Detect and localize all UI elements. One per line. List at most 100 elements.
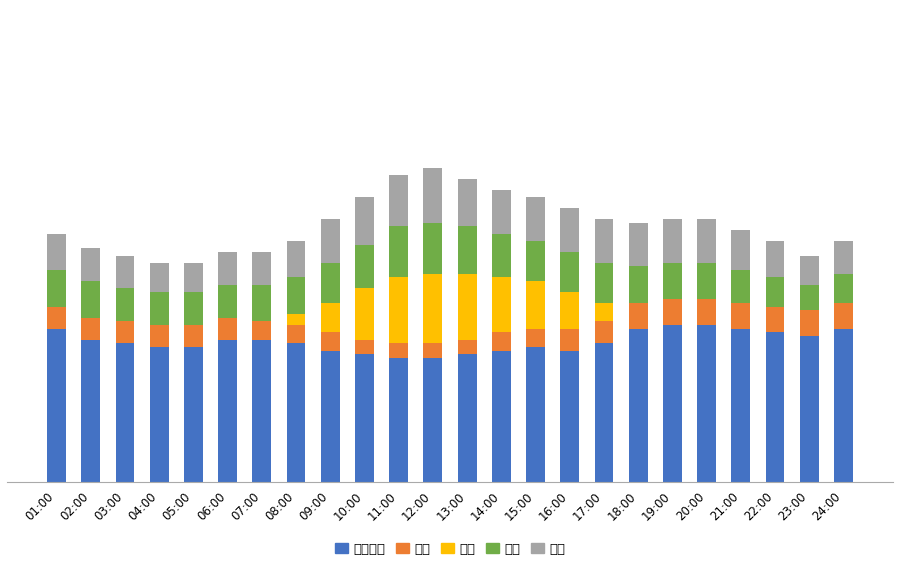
Bar — [834, 329, 853, 482]
Bar — [356, 289, 373, 340]
Bar — [81, 318, 100, 340]
Bar — [115, 289, 134, 321]
Bar — [766, 332, 785, 482]
Bar — [287, 325, 305, 343]
Bar — [253, 285, 271, 321]
Bar — [526, 281, 544, 329]
Bar — [492, 278, 510, 332]
Bar — [115, 321, 134, 343]
Bar — [390, 226, 408, 278]
Bar — [732, 270, 751, 303]
Bar — [81, 340, 100, 482]
Bar — [287, 241, 305, 278]
Bar — [698, 263, 716, 299]
Bar — [732, 303, 751, 329]
Bar — [834, 303, 853, 329]
Bar — [390, 343, 408, 358]
Bar — [321, 303, 339, 332]
Bar — [663, 263, 681, 299]
Legend: 直调燃煤, 风电, 光伏, 外电, 其他: 直调燃煤, 风电, 光伏, 外电, 其他 — [329, 537, 571, 561]
Bar — [492, 350, 510, 482]
Bar — [663, 219, 681, 263]
Bar — [184, 263, 202, 292]
Bar — [492, 233, 510, 278]
Bar — [629, 303, 647, 329]
Bar — [561, 329, 579, 350]
Bar — [526, 241, 544, 281]
Bar — [321, 350, 339, 482]
Bar — [595, 263, 613, 303]
Bar — [663, 325, 681, 482]
Bar — [424, 358, 442, 482]
Bar — [321, 332, 339, 350]
Bar — [219, 252, 237, 285]
Bar — [834, 274, 853, 303]
Bar — [253, 252, 271, 285]
Bar — [800, 336, 819, 482]
Bar — [184, 325, 202, 347]
Bar — [732, 329, 751, 482]
Bar — [47, 233, 66, 270]
Bar — [766, 307, 785, 332]
Bar — [321, 219, 339, 263]
Bar — [526, 347, 544, 482]
Bar — [149, 292, 168, 325]
Bar — [663, 299, 681, 325]
Bar — [424, 223, 442, 274]
Bar — [834, 241, 853, 274]
Bar — [356, 245, 373, 289]
Bar — [253, 340, 271, 482]
Bar — [219, 340, 237, 482]
Bar — [115, 343, 134, 482]
Bar — [526, 329, 544, 347]
Bar — [800, 256, 819, 285]
Bar — [492, 332, 510, 350]
Bar — [81, 281, 100, 318]
Bar — [47, 307, 66, 329]
Bar — [390, 358, 408, 482]
Bar — [356, 340, 373, 354]
Bar — [595, 343, 613, 482]
Bar — [629, 266, 647, 303]
Bar — [492, 190, 510, 233]
Bar — [253, 321, 271, 340]
Bar — [458, 354, 476, 482]
Bar — [766, 241, 785, 278]
Bar — [424, 168, 442, 223]
Bar — [629, 329, 647, 482]
Bar — [698, 325, 716, 482]
Bar — [219, 318, 237, 340]
Bar — [595, 321, 613, 343]
Bar — [561, 252, 579, 292]
Bar — [458, 226, 476, 274]
Bar — [287, 314, 305, 325]
Bar — [184, 292, 202, 325]
Bar — [184, 347, 202, 482]
Bar — [149, 325, 168, 347]
Bar — [458, 179, 476, 226]
Bar — [595, 219, 613, 263]
Bar — [287, 278, 305, 314]
Bar — [800, 285, 819, 310]
Bar — [390, 175, 408, 226]
Bar — [458, 274, 476, 340]
Bar — [390, 278, 408, 343]
Bar — [458, 340, 476, 354]
Bar — [800, 310, 819, 336]
Bar — [698, 219, 716, 263]
Bar — [766, 278, 785, 307]
Bar — [595, 303, 613, 321]
Bar — [424, 343, 442, 358]
Bar — [424, 274, 442, 343]
Bar — [629, 223, 647, 266]
Bar — [115, 256, 134, 289]
Bar — [356, 197, 373, 245]
Bar — [219, 285, 237, 318]
Bar — [81, 248, 100, 281]
Bar — [526, 197, 544, 241]
Bar — [356, 354, 373, 482]
Bar — [149, 347, 168, 482]
Bar — [561, 292, 579, 329]
Bar — [47, 329, 66, 482]
Bar — [47, 270, 66, 307]
